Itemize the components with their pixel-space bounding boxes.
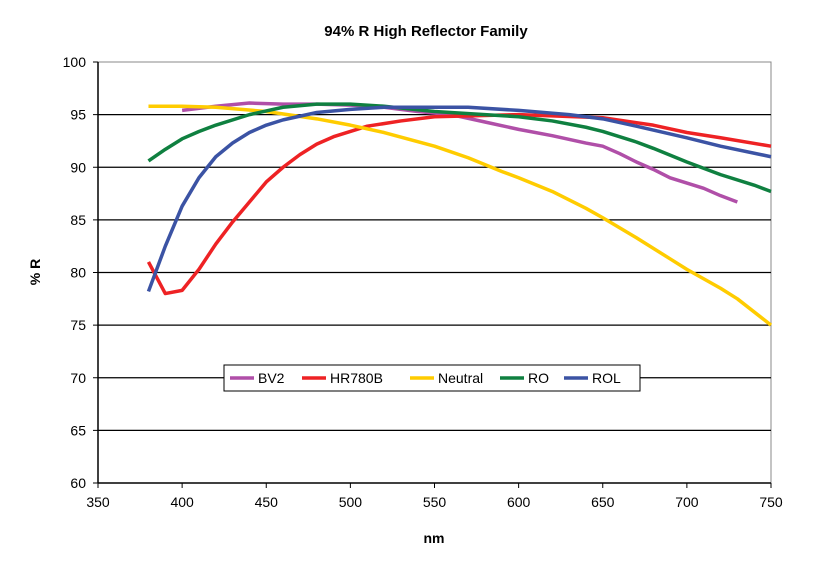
series-line-rol: [146, 105, 772, 293]
legend-label: RO: [528, 370, 549, 386]
y-tick-label: 75: [70, 317, 86, 333]
x-tick-label: 700: [675, 494, 699, 510]
series-line-ro: [147, 102, 772, 194]
y-tick-label: 60: [70, 475, 86, 491]
legend-label: HR780B: [330, 370, 383, 386]
x-tick-label: 500: [339, 494, 363, 510]
chart-title: 94% R High Reflector Family: [324, 23, 528, 40]
series-line-hr780b: [146, 112, 772, 296]
x-tick-label: 750: [759, 494, 783, 510]
legend: BV2 HR780B Neutral RO ROL: [223, 364, 641, 392]
legend-label: Neutral: [438, 370, 483, 386]
x-tick-label: 600: [507, 494, 531, 510]
legend-label: BV2: [258, 370, 285, 386]
x-axis-label: nm: [424, 530, 445, 546]
y-tick-label: 90: [70, 159, 86, 175]
x-tick-label: 550: [423, 494, 447, 510]
legend-label: ROL: [592, 370, 621, 386]
y-tick-label: 95: [70, 107, 86, 123]
y-axis-label: % R: [27, 259, 43, 285]
x-tick-label: 400: [170, 494, 194, 510]
x-tick-label: 650: [591, 494, 615, 510]
x-tick-label: 350: [86, 494, 110, 510]
y-tick-label: 100: [63, 54, 87, 70]
y-tick-label: 80: [70, 265, 86, 281]
series-line-bv2: [181, 101, 738, 204]
y-tick-label: 70: [70, 370, 86, 386]
y-tick-label: 65: [70, 422, 86, 438]
x-tick-label: 450: [255, 494, 279, 510]
y-tick-label: 85: [70, 212, 86, 228]
series-line-neutral: [148, 104, 773, 327]
